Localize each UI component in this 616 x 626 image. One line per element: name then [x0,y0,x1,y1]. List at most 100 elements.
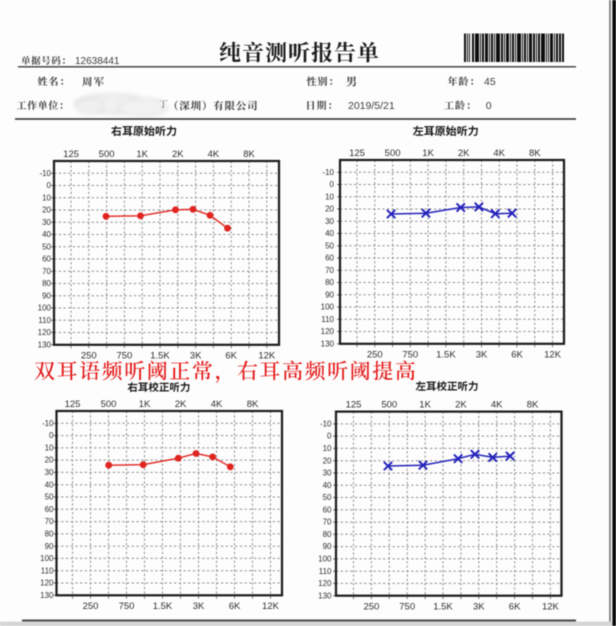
svg-text:125: 125 [346,400,362,411]
svg-text:12K: 12K [544,350,562,361]
svg-text:50: 50 [42,242,51,251]
svg-text:100: 100 [38,304,52,313]
svg-text:45: 45 [484,76,496,88]
svg-text:2K: 2K [172,149,184,160]
svg-text:750: 750 [116,351,132,362]
svg-text:100: 100 [321,303,335,312]
svg-text:30: 30 [323,469,332,478]
svg-text:-10: -10 [39,169,51,178]
svg-text:60: 60 [45,505,54,514]
svg-text:30: 30 [325,217,334,226]
svg-text:130: 130 [40,591,54,600]
svg-text:1K: 1K [136,149,148,160]
svg-text:90: 90 [42,291,51,300]
svg-text:120: 120 [321,327,335,336]
svg-text:10: 10 [42,193,51,202]
svg-text:70: 70 [42,267,51,276]
svg-text:250: 250 [83,601,99,612]
svg-text:12K: 12K [262,601,280,612]
svg-text:-10: -10 [322,168,334,177]
svg-text:2K: 2K [175,399,187,410]
svg-text:80: 80 [325,278,334,287]
svg-text:6K: 6K [225,351,237,362]
svg-text:3K: 3K [193,601,205,612]
svg-text:30: 30 [42,218,51,227]
svg-text:20: 20 [325,205,334,214]
svg-text:20: 20 [323,456,332,465]
svg-text:90: 90 [45,542,54,551]
svg-text:750: 750 [399,602,415,613]
svg-text:4K: 4K [493,148,505,159]
svg-text:500: 500 [101,399,117,410]
svg-text:6K: 6K [511,350,523,361]
svg-text:40: 40 [42,230,51,239]
svg-text:2K: 2K [455,400,467,411]
svg-text:100: 100 [40,554,54,563]
svg-text:-10: -10 [320,420,332,429]
svg-text:50: 50 [325,241,334,250]
svg-text:1.5K: 1.5K [150,351,170,362]
svg-text:4K: 4K [208,149,220,160]
svg-text:3K: 3K [476,350,488,361]
svg-text:250: 250 [363,602,379,613]
svg-text:4K: 4K [491,400,503,411]
svg-text:110: 110 [321,315,334,324]
svg-text:80: 80 [45,530,54,539]
svg-text:40: 40 [45,480,54,489]
svg-text:130: 130 [321,339,335,348]
svg-text:120: 120 [38,328,52,337]
svg-text:8K: 8K [529,148,541,159]
svg-text:4K: 4K [211,399,223,410]
svg-text:110: 110 [41,566,54,575]
svg-text:10: 10 [45,444,54,453]
svg-text:500: 500 [381,400,397,411]
svg-text:125: 125 [349,148,365,159]
svg-text:70: 70 [45,517,54,526]
svg-text:250: 250 [367,350,383,361]
svg-text:6K: 6K [509,602,521,613]
svg-text:1K: 1K [422,148,434,159]
svg-text:125: 125 [65,399,81,410]
svg-text:130: 130 [38,340,52,349]
svg-text:500: 500 [99,149,115,160]
svg-text:20: 20 [42,206,51,215]
svg-text:60: 60 [325,254,334,263]
svg-text:750: 750 [402,350,418,361]
svg-text:0: 0 [47,181,52,190]
svg-text:1.5K: 1.5K [436,350,456,361]
svg-text:20: 20 [45,456,54,465]
svg-text:40: 40 [323,481,332,490]
svg-text:0: 0 [327,432,332,441]
svg-text:3K: 3K [190,351,202,362]
svg-text:8K: 8K [243,149,255,160]
svg-text:12638441: 12638441 [75,56,120,67]
svg-text:10: 10 [325,192,334,201]
svg-text:120: 120 [318,579,332,588]
svg-text:60: 60 [323,505,332,514]
svg-text:90: 90 [325,290,334,299]
svg-text:12K: 12K [542,602,560,613]
svg-text:80: 80 [42,279,51,288]
svg-text:0: 0 [486,100,492,112]
svg-text:120: 120 [40,579,54,588]
svg-text:125: 125 [63,149,79,160]
svg-text:1.5K: 1.5K [433,602,453,613]
svg-text:500: 500 [385,148,401,159]
svg-text:250: 250 [81,351,97,362]
svg-text:0: 0 [330,180,335,189]
svg-text:8K: 8K [527,400,539,411]
svg-text:750: 750 [119,601,135,612]
svg-text:10: 10 [323,444,332,453]
svg-text:1K: 1K [419,400,431,411]
svg-text:110: 110 [319,567,332,576]
svg-text:2K: 2K [458,148,470,159]
svg-text:2019/5/21: 2019/5/21 [348,100,395,112]
svg-text:110: 110 [38,316,51,325]
svg-text:3K: 3K [473,602,485,613]
svg-text:60: 60 [42,255,51,264]
svg-text:1K: 1K [139,399,151,410]
svg-text:40: 40 [325,229,334,238]
svg-text:70: 70 [323,518,332,527]
svg-text:80: 80 [323,530,332,539]
svg-text:-10: -10 [42,419,54,428]
